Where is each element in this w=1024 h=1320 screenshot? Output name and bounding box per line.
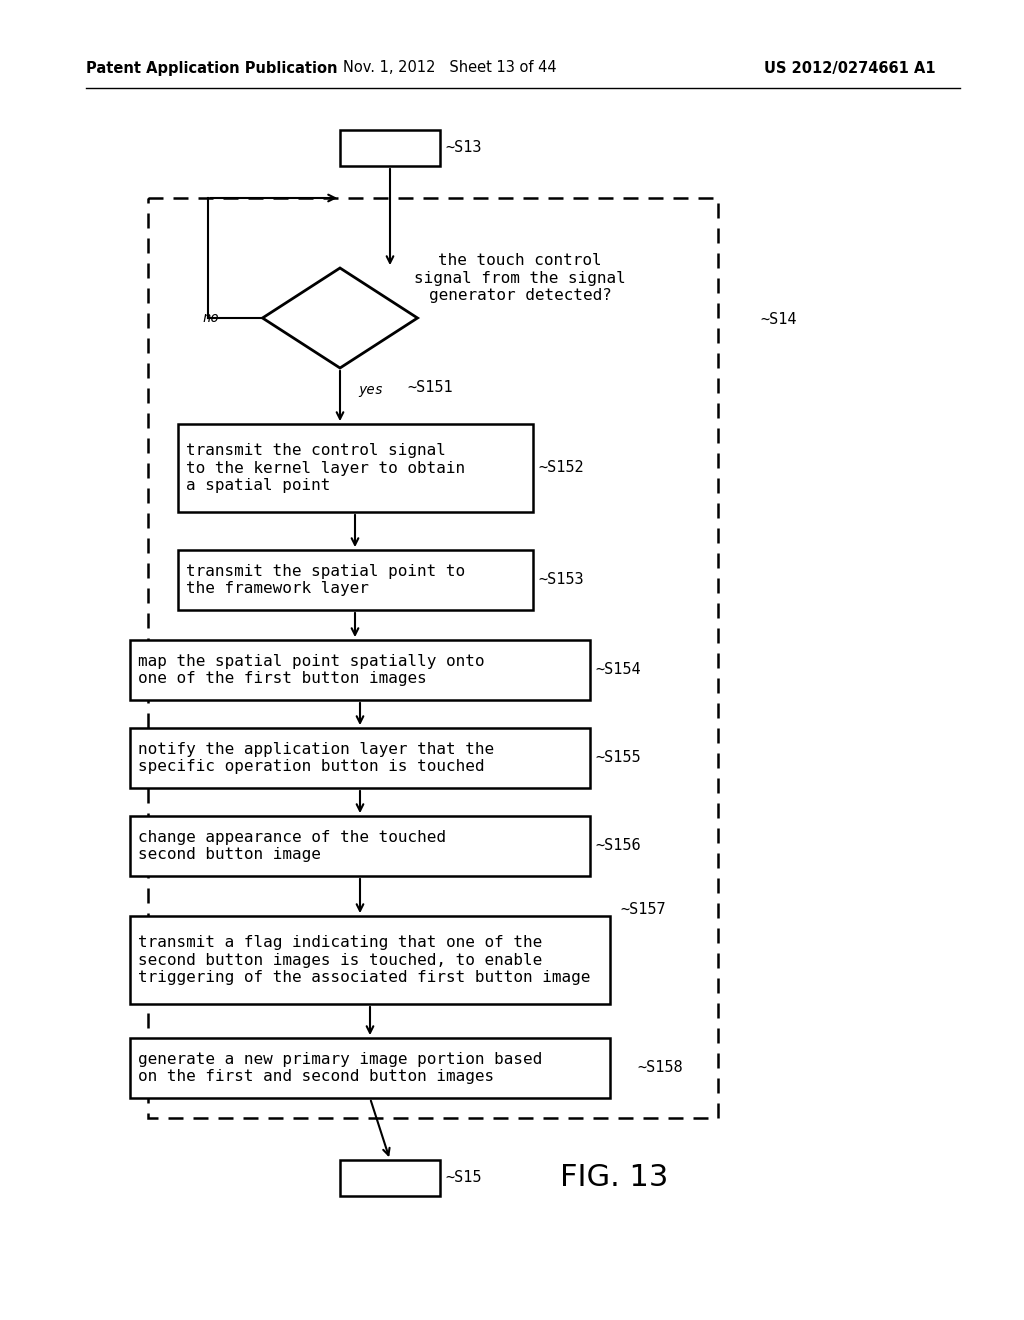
Text: FIG. 13: FIG. 13 — [560, 1163, 669, 1192]
Bar — [148, 198, 718, 1118]
Text: ~S156: ~S156 — [595, 838, 641, 854]
Text: ~S158: ~S158 — [637, 1060, 683, 1076]
Text: ~S13: ~S13 — [445, 140, 481, 156]
Bar — [340, 129, 440, 166]
Text: ~S14: ~S14 — [760, 313, 797, 327]
Text: Nov. 1, 2012   Sheet 13 of 44: Nov. 1, 2012 Sheet 13 of 44 — [343, 61, 557, 75]
Bar — [130, 640, 590, 700]
Text: map the spatial point spatially onto
one of the first button images: map the spatial point spatially onto one… — [138, 653, 484, 686]
Text: notify the application layer that the
specific operation button is touched: notify the application layer that the sp… — [138, 742, 495, 775]
Bar — [130, 916, 610, 1005]
Text: ~S151: ~S151 — [408, 380, 454, 396]
Bar — [130, 729, 590, 788]
Bar — [130, 1038, 610, 1098]
Text: transmit a flag indicating that one of the
second button images is touched, to e: transmit a flag indicating that one of t… — [138, 935, 591, 985]
Text: ~S155: ~S155 — [595, 751, 641, 766]
Text: ~S154: ~S154 — [595, 663, 641, 677]
Text: ~S15: ~S15 — [445, 1171, 481, 1185]
Text: ~S152: ~S152 — [538, 461, 584, 475]
Text: the touch control
signal from the signal
generator detected?: the touch control signal from the signal… — [414, 253, 626, 302]
Text: change appearance of the touched
second button image: change appearance of the touched second … — [138, 830, 446, 862]
Text: no: no — [202, 312, 219, 325]
Text: US 2012/0274661 A1: US 2012/0274661 A1 — [764, 61, 936, 75]
Bar — [130, 816, 590, 876]
Bar — [340, 1160, 440, 1196]
Text: ~S153: ~S153 — [538, 573, 584, 587]
Bar — [177, 550, 532, 610]
Text: ~S157: ~S157 — [620, 903, 666, 917]
Text: transmit the control signal
to the kernel layer to obtain
a spatial point: transmit the control signal to the kerne… — [185, 444, 465, 492]
Text: transmit the spatial point to
the framework layer: transmit the spatial point to the framew… — [185, 564, 465, 597]
Text: yes: yes — [358, 383, 383, 397]
Text: generate a new primary image portion based
on the first and second button images: generate a new primary image portion bas… — [138, 1052, 543, 1084]
Text: Patent Application Publication: Patent Application Publication — [86, 61, 338, 75]
Bar — [177, 424, 532, 512]
